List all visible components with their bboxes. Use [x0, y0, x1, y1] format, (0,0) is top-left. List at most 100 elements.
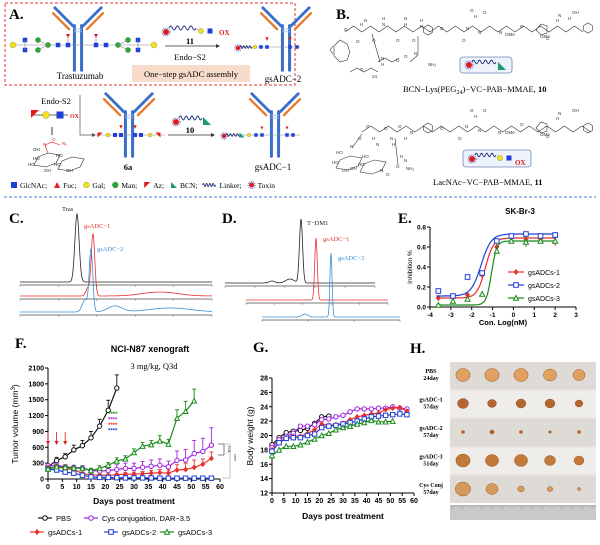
- bond-line: [37, 44, 49, 51]
- x-tick-label: 50: [386, 498, 394, 505]
- x-tick-label: 15: [304, 498, 312, 505]
- backbone-chain: [377, 57, 400, 63]
- gsadc-2-glycans: [234, 37, 300, 52]
- data-point-gsADCs-2: [174, 475, 180, 481]
- atom-label: N: [404, 16, 407, 21]
- atom-label: OMe: [540, 132, 550, 137]
- atom-label: H: [360, 22, 363, 27]
- toxin-icon: [249, 182, 255, 188]
- atom-label: H: [382, 16, 385, 21]
- row-label-treatment: gsADC-3: [419, 455, 442, 461]
- chromatogram-trace-2: [20, 248, 212, 313]
- endo-s2-label-bottom: Endo-S2: [41, 96, 71, 106]
- atom-label: HO: [33, 156, 40, 161]
- legend-marker: [513, 268, 519, 276]
- atom-label: OMe: [540, 34, 550, 39]
- data-point-gsADCs-3: [113, 457, 121, 464]
- glcnac-icon: [254, 133, 258, 137]
- azide-icon: [31, 110, 39, 118]
- galactose-icon: [253, 45, 257, 49]
- x-tick-label: 1: [532, 312, 536, 319]
- atom-label: O: [520, 24, 524, 29]
- atom-label: HO: [362, 154, 369, 159]
- photo-row-bg: [450, 419, 596, 446]
- data-point-gsADCs-2: [523, 231, 529, 237]
- atom-label: H: [404, 22, 407, 27]
- data-point-gsADCs-2: [79, 472, 86, 479]
- x-tick-label: 20: [101, 484, 109, 491]
- data-point-gsADCs-2: [182, 475, 189, 481]
- data-point-Cys conjugation, DAR~3.5: [304, 423, 311, 429]
- y-tick-label: 28: [260, 376, 268, 383]
- glcnac-icon: [11, 182, 17, 188]
- data-point-gsADCs-1: [208, 455, 214, 462]
- arrow-head-icon: [92, 133, 96, 137]
- glcnac-icon: [291, 133, 295, 137]
- x-tick-label: 10: [292, 498, 300, 505]
- glcnac-icon: [506, 155, 512, 161]
- x-tick-label: 45: [375, 498, 383, 505]
- mannose-legend-icon: [112, 181, 119, 189]
- panel-d-chromatograms: T−DM1 gsADC−1 gsADC−2: [224, 218, 401, 322]
- glcnac-icon: [55, 42, 61, 48]
- tumor-image: [574, 399, 584, 408]
- reagent-10-icon: [171, 115, 211, 127]
- data-point-Cys conjugation, DAR~3.5: [297, 423, 304, 429]
- data-point-gsADCs-3: [382, 418, 389, 425]
- data-point-gsADCs-2: [122, 475, 129, 481]
- linker-icon: [471, 59, 497, 65]
- data-point-Cys conjugation, DAR~3.5: [375, 405, 382, 411]
- data-point-Cys conjugation, DAR~3.5: [347, 409, 353, 415]
- toxin-icon: [163, 29, 169, 35]
- glcnac-icon: [295, 45, 299, 49]
- x-tick-label: 10: [73, 484, 81, 491]
- atom-label: O: [483, 10, 487, 15]
- y-tick-label: 600: [32, 445, 44, 452]
- data-point-PBS: [88, 435, 94, 441]
- x-tick-label: 2: [553, 312, 557, 319]
- dosing-arrowhead-icon: [54, 441, 59, 445]
- tumor-image: [514, 454, 528, 467]
- tumor-image: [455, 368, 471, 382]
- atom-label: O: [440, 126, 444, 131]
- chart-f-tumor-volume: NCI-N87 xenograft 3 mg/kg, Q3d 0 5 10 15 20 25 3…: [10, 344, 237, 537]
- data-point-gsADCs-3: [368, 416, 375, 424]
- data-point-Cys conjugation, DAR~3.5: [368, 406, 375, 412]
- bond-line: [117, 39, 129, 46]
- trastuzumab-glycans: [9, 34, 158, 53]
- data-point-gsADCs-2: [88, 474, 94, 480]
- x-tick-label: 15: [87, 484, 95, 491]
- data-point-gsADCs-3: [507, 237, 515, 244]
- x-tick-label: 55: [202, 484, 210, 491]
- tumor-image: [572, 369, 586, 381]
- x-tick-label: -3: [448, 312, 454, 319]
- x-tick-label: 25: [116, 484, 124, 491]
- x-tick-label: -4: [427, 312, 433, 319]
- panel-c-chromatograms: Tras gsADC−1 gsADC−2: [19, 206, 213, 317]
- atom-label: O: [356, 39, 360, 44]
- legend-label-7: Toxin: [258, 181, 276, 190]
- atom-label: O: [366, 124, 370, 129]
- atom-label: O: [546, 134, 550, 139]
- data-point-Cys conjugation, DAR~3.5: [174, 457, 180, 464]
- data-point-gsADCs-3: [537, 237, 544, 244]
- row-label-treatment: Cys Conj: [419, 483, 443, 489]
- 6a-glycans: [96, 125, 165, 138]
- data-point-gsADCs-1: [390, 405, 396, 412]
- row-label-day: 57day: [423, 405, 438, 411]
- linker-icon: [202, 183, 216, 187]
- bond-line: [409, 54, 419, 63]
- data-point-gsADCs-2: [276, 439, 282, 446]
- y-tick-label: 0.2: [417, 285, 426, 292]
- chromatogram-trace-0: [225, 218, 375, 284]
- phenyl-ring: [423, 24, 433, 36]
- x-tick-label: 20: [315, 498, 323, 505]
- chromatogram-trace-0: [20, 212, 212, 283]
- atom-label: O: [372, 38, 376, 43]
- tumor-image: [484, 368, 500, 382]
- az-lacnac-ox-reagent-icon: [31, 110, 68, 119]
- bond-line: [351, 133, 363, 149]
- gsadc-1-glycans: [220, 126, 300, 140]
- atom-label: O: [396, 164, 400, 169]
- gsadc-2-label: gsADC−2: [265, 74, 302, 84]
